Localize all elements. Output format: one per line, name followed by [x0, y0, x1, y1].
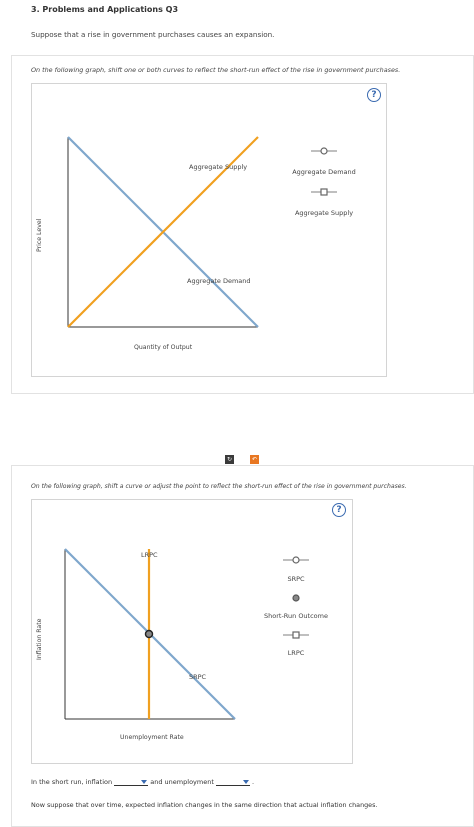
- aggregate-demand-label: Aggregate Demand: [187, 277, 251, 285]
- short-run-outcome-point[interactable]: [144, 629, 154, 639]
- legend-srpc[interactable]: SRPC: [283, 556, 309, 583]
- square-marker-icon: [320, 188, 328, 196]
- lrpc-label: LRPC: [141, 551, 158, 559]
- chevron-down-icon: [242, 780, 249, 784]
- graph1-instruction: On the following graph, shift one or bot…: [31, 66, 401, 74]
- footer-text: Now suppose that over time, expected inf…: [31, 801, 378, 809]
- legend-aggregate-supply[interactable]: Aggregate Supply: [295, 188, 353, 217]
- question-text-1: In the short run, inflation: [31, 778, 113, 786]
- legend-label-outcome: Short-Run Outcome: [264, 612, 328, 620]
- page-title: 3. Problems and Applications Q3: [31, 5, 179, 14]
- undo-icon: ↶: [251, 456, 258, 463]
- circle-marker-icon: [320, 147, 328, 155]
- reset-icon: ↻: [226, 456, 233, 463]
- legend-aggregate-demand[interactable]: Aggregate Demand: [292, 147, 356, 176]
- help-icon[interactable]: ?: [332, 503, 346, 517]
- circle-marker-icon: [292, 556, 300, 564]
- legend-label-ad: Aggregate Demand: [292, 168, 356, 176]
- aggregate-supply-curve[interactable]: [67, 136, 259, 328]
- aggregate-supply-label: Aggregate Supply: [189, 163, 247, 171]
- reset-button[interactable]: ↻: [225, 455, 234, 464]
- legend-short-run-outcome[interactable]: Short-Run Outcome: [264, 594, 328, 620]
- graph1-y-axis-label: Price Level: [36, 218, 43, 252]
- question-text-2: and unemployment: [150, 778, 214, 786]
- undo-button[interactable]: ↶: [250, 455, 259, 464]
- graph2-instruction: On the following graph, shift a curve or…: [31, 483, 407, 490]
- help-icon[interactable]: ?: [367, 88, 381, 102]
- question-sentence: In the short run, inflation and unemploy…: [31, 777, 254, 786]
- chevron-down-icon: [141, 780, 148, 784]
- legend-label-lrpc: LRPC: [288, 649, 305, 657]
- graph1-panel: ?: [31, 83, 387, 377]
- unemployment-dropdown[interactable]: [215, 777, 250, 786]
- legend-label-srpc: SRPC: [287, 575, 305, 583]
- question-text-3: .: [252, 778, 255, 786]
- graph2-x-axis-label: Unemployment Rate: [120, 734, 184, 741]
- srpc-label: SRPC: [189, 673, 207, 681]
- graph2-chart: LRPC SRPC SRPC Short-Run Outcome LRPC: [64, 548, 328, 720]
- legend-lrpc[interactable]: LRPC: [283, 631, 309, 657]
- graph1-x-axis-label: Quantity of Output: [134, 344, 193, 351]
- graph2-y-axis-label: Inflation Rate: [36, 618, 43, 660]
- intro-text: Suppose that a rise in government purcha…: [31, 30, 275, 39]
- inflation-dropdown[interactable]: [114, 777, 149, 786]
- graph1-chart: Aggregate Supply Aggregate Demand Aggreg…: [67, 136, 356, 328]
- dot-marker-icon: [292, 594, 300, 602]
- legend-label-as: Aggregate Supply: [295, 209, 353, 217]
- square-marker-icon: [292, 631, 300, 639]
